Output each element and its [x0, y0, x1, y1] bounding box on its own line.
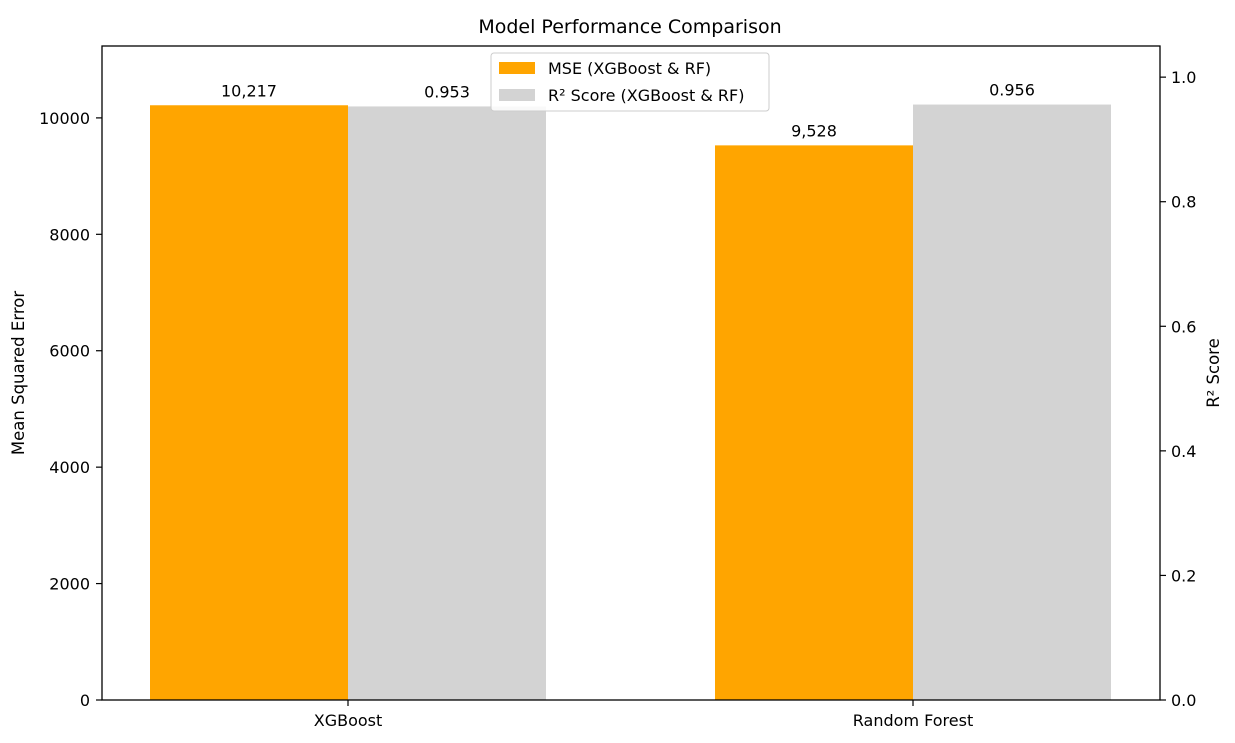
- right-axis-label: R² Score: [1204, 338, 1223, 408]
- right-tick-label: 0.0: [1171, 691, 1196, 710]
- left-tick-label: 8000: [49, 225, 90, 244]
- left-axis-label: Mean Squared Error: [9, 291, 28, 455]
- bar-r2-0: [348, 106, 546, 701]
- legend-box: [490, 52, 770, 112]
- right-tick-label: 0.6: [1171, 317, 1196, 336]
- bars-layer: [150, 104, 1111, 701]
- legend-label-mse: MSE (XGBoost & RF): [548, 59, 711, 78]
- x-tick-label: Random Forest: [853, 711, 973, 730]
- legend: MSE (XGBoost & RF) R² Score (XGBoost & R…: [490, 52, 770, 112]
- bar-mse-1: [715, 145, 913, 700]
- left-tick-label: 0: [80, 691, 90, 710]
- bar-value-label: 0.953: [424, 82, 470, 101]
- bar-mse-0: [150, 105, 348, 701]
- right-tick-label: 0.2: [1171, 566, 1196, 585]
- left-tick-label: 4000: [49, 458, 90, 477]
- left-tick-label: 10000: [39, 109, 90, 128]
- legend-swatch-mse: [499, 62, 535, 74]
- bar-r2-1: [913, 104, 1111, 700]
- bar-value-label: 9,528: [791, 121, 837, 140]
- x-tick-label: XGBoost: [314, 711, 383, 730]
- left-tick-label: 6000: [49, 342, 90, 361]
- bar-labels-layer: 10,217 9,528 0.953 0.956: [221, 81, 1035, 141]
- bar-value-label: 10,217: [221, 81, 277, 100]
- right-tick-label: 0.8: [1171, 193, 1196, 212]
- left-axis-ticks: 0 2000 4000 6000 8000 10000: [39, 109, 102, 710]
- right-tick-label: 0.4: [1171, 442, 1196, 461]
- right-tick-label: 1.0: [1171, 68, 1196, 87]
- bar-value-label: 0.956: [989, 81, 1035, 100]
- legend-label-r2: R² Score (XGBoost & RF): [548, 86, 745, 105]
- legend-swatch-r2: [499, 89, 535, 101]
- left-tick-label: 2000: [49, 575, 90, 594]
- plot-frame: [101, 45, 1161, 701]
- chart-title: Model Performance Comparison: [478, 16, 781, 38]
- x-axis-ticks: XGBoost Random Forest: [314, 700, 973, 730]
- right-axis-ticks: 0.0 0.2 0.4 0.6 0.8 1.0: [1160, 68, 1196, 710]
